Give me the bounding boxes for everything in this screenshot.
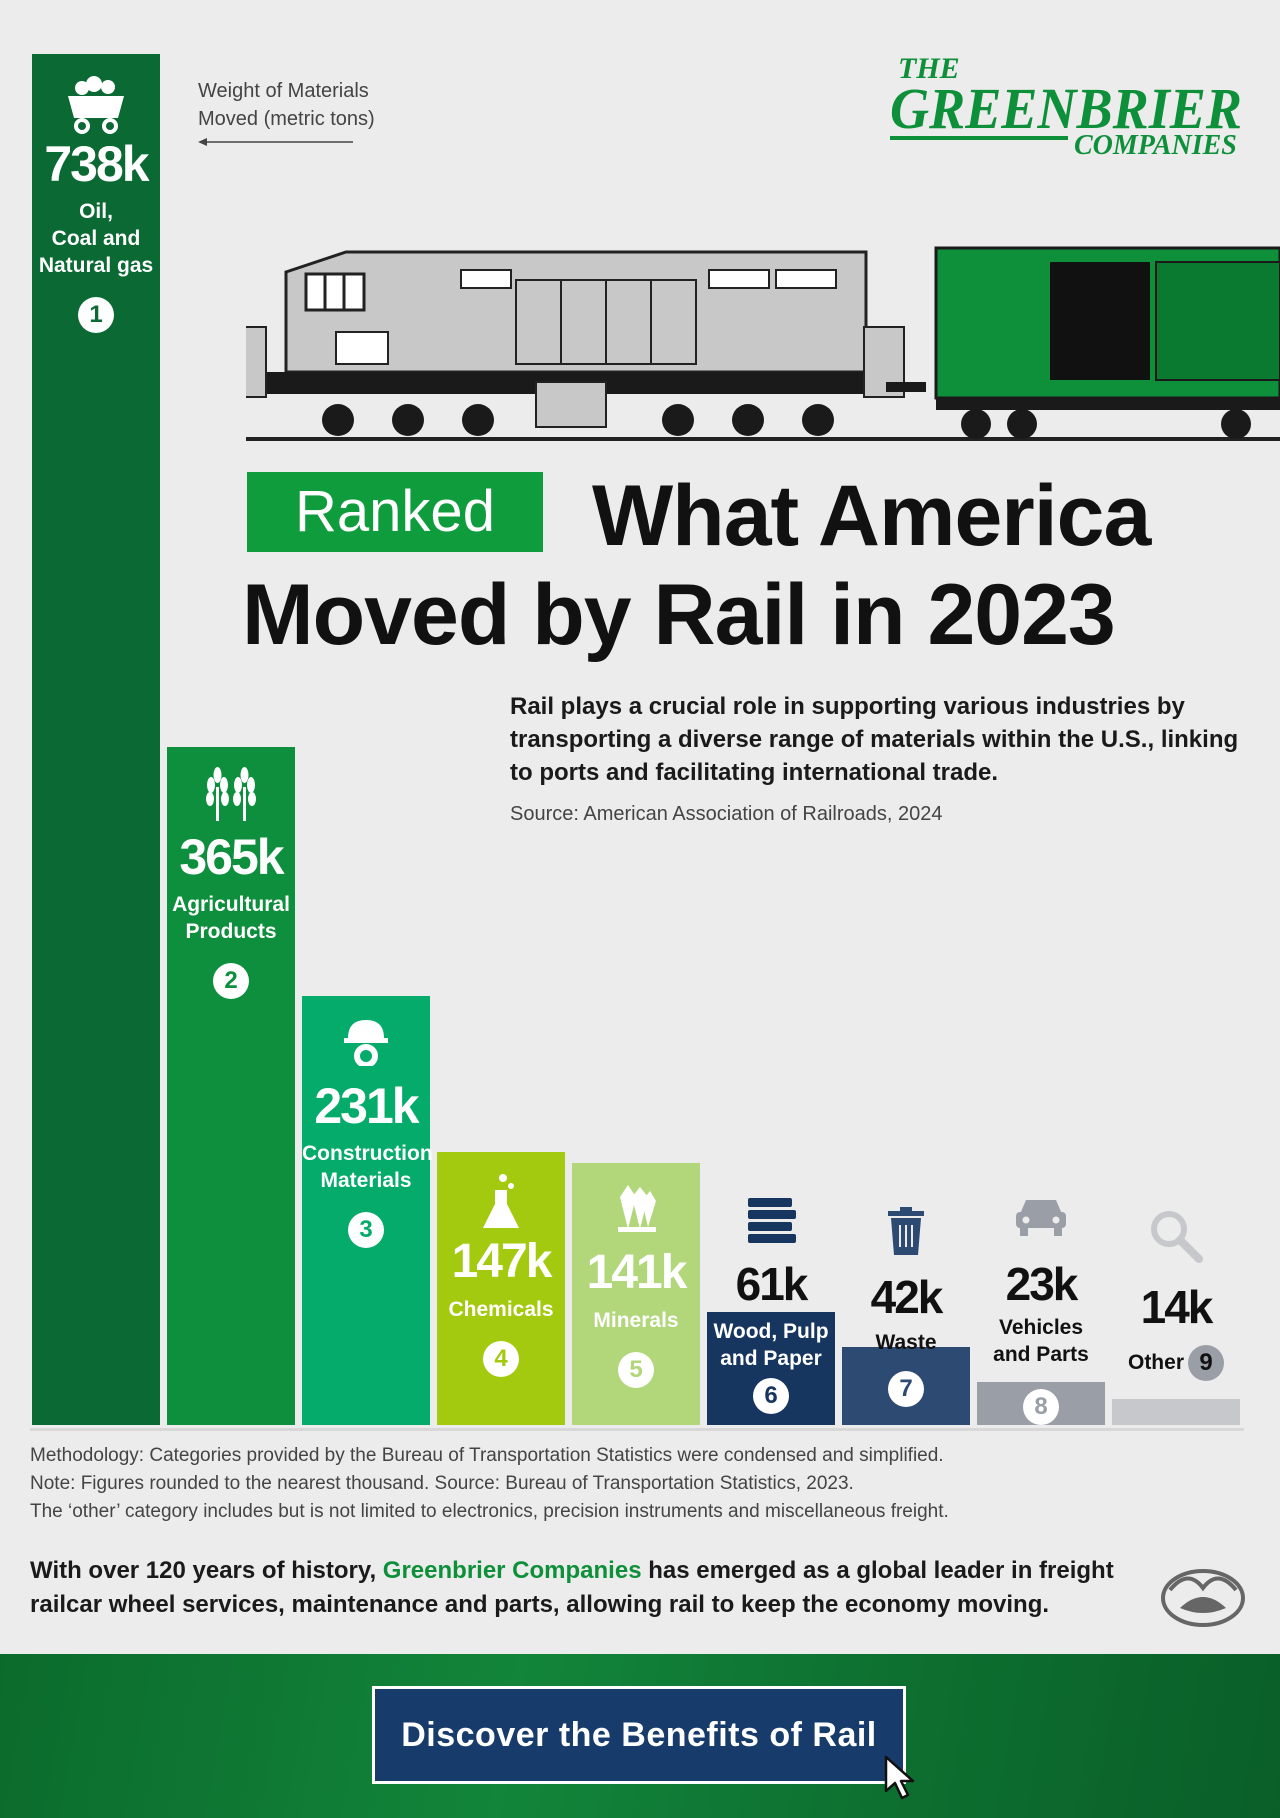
bar-category-label: Wood, Pulp and Paper <box>707 1318 835 1372</box>
methodology-notes: Methodology: Categories provided by the … <box>30 1442 1130 1526</box>
about-after: has emerged as a global leader in freigh… <box>30 1557 1114 1618</box>
bar-label-line: Wood, Pulp <box>713 1320 829 1343</box>
bar-2 <box>167 747 295 1425</box>
bar-label-line: Coal and <box>51 227 141 250</box>
bar-label-line: Products <box>185 920 277 943</box>
bar-value-label: 141k <box>586 1246 688 1299</box>
bar-value-label: 14k <box>1140 1281 1214 1333</box>
bar-label-line: Oil, <box>79 200 113 223</box>
rank-badge: 7 <box>888 1371 924 1407</box>
bar-value-label: 23k <box>1005 1258 1079 1310</box>
wheat-icon <box>201 767 261 828</box>
rank-badge: 5 <box>618 1352 654 1388</box>
bar-label-line: and Parts <box>993 1343 1089 1366</box>
magnifier-icon <box>1149 1209 1203 1268</box>
bar-label-line: and Paper <box>720 1347 822 1370</box>
page-title-line-2: Moved by Rail in 2023 <box>242 567 1116 663</box>
legend-line-2: Moved (metric tons) <box>198 108 375 130</box>
note-line-2: Note: Figures rounded to the nearest tho… <box>30 1473 854 1494</box>
bar-9 <box>1112 1399 1240 1425</box>
note-line-1: Methodology: Categories provided by the … <box>30 1445 944 1466</box>
bar-value-label: 365k <box>179 829 284 885</box>
bar-label-line: Construction <box>302 1142 433 1165</box>
bar-value-label: 61k <box>735 1258 809 1310</box>
note-line-3: The ‘other’ category includes but is not… <box>30 1501 949 1522</box>
bar-label-line: Other <box>1127 1351 1184 1374</box>
car-icon <box>1014 1194 1068 1243</box>
rank-badge: 4 <box>483 1341 519 1377</box>
bar-category-label: Waste <box>842 1329 970 1356</box>
trash-can-icon <box>886 1207 926 1260</box>
rank-badge: 8 <box>1023 1389 1059 1425</box>
hardhat-gear-icon <box>342 1016 390 1071</box>
bird-logo-icon <box>1161 1569 1245 1627</box>
logo-the: THE <box>898 52 960 85</box>
discover-benefits-button[interactable]: Discover the Benefits of Rail <box>372 1686 906 1784</box>
flask-icon <box>481 1172 521 1237</box>
coal-cart-icon <box>64 74 128 139</box>
rank-badge: 3 <box>348 1212 384 1248</box>
about-before: With over 120 years of history, <box>30 1557 383 1584</box>
chart-legend: Weight of Materials Moved (metric tons) <box>198 77 375 133</box>
logo-name: GREENBRIER <box>890 76 1242 141</box>
bar-category-label: Oil, Coal and Natural gas <box>32 198 160 279</box>
about-text: With over 120 years of history, Greenbri… <box>30 1554 1120 1622</box>
bar-category-label: Construction Materials <box>302 1140 433 1194</box>
rank-badge: 9 <box>1188 1345 1224 1381</box>
greenbrier-logo: THE GREENBRIER COMPANIES <box>890 52 1242 161</box>
chart-baseline <box>30 1428 1244 1431</box>
bar-value-label: 42k <box>870 1271 944 1323</box>
bar-label-line: Minerals <box>593 1309 679 1332</box>
left-arrow-icon <box>198 138 353 146</box>
about-highlight: Greenbrier Companies <box>382 1557 642 1584</box>
rank-badge: 2 <box>213 963 249 999</box>
bar-label-line: Waste <box>875 1331 937 1354</box>
bar-label-line: Natural gas <box>38 254 154 277</box>
bar-category-label: Other <box>1116 1349 1196 1376</box>
bar-category-label: Agricultural Products <box>167 891 295 945</box>
bar-value-label: 147k <box>451 1235 553 1288</box>
page-title-line-1: What America <box>592 468 1151 564</box>
bar-category-label: Chemicals <box>437 1296 565 1323</box>
bar-value-label: 231k <box>314 1078 419 1134</box>
bar-label-line: Agricultural <box>172 893 290 916</box>
rank-badge: 6 <box>753 1378 789 1414</box>
intro-source: Source: American Association of Railroad… <box>510 803 943 825</box>
bar-category-label: Vehicles and Parts <box>977 1314 1105 1368</box>
bar-value-label: 738k <box>44 136 149 192</box>
bar-label-line: Vehicles <box>998 1316 1084 1339</box>
bar-category-label: Minerals <box>572 1307 700 1334</box>
bar-label-line: Chemicals <box>448 1298 554 1321</box>
intro-text: Rail plays a crucial role in supporting … <box>510 693 1239 786</box>
ranked-badge: Ranked <box>247 472 543 552</box>
bar-label-line: Materials <box>320 1169 412 1192</box>
legend-line-1: Weight of Materials <box>198 80 369 102</box>
train-illustration <box>246 246 1280 441</box>
bar-3 <box>302 996 430 1425</box>
boxcar-icon <box>934 246 1280 439</box>
cursor-icon <box>884 1755 915 1800</box>
bar-1 <box>32 54 160 1425</box>
logo-companies: COMPANIES <box>1074 130 1237 161</box>
lumber-stack-icon <box>744 1194 798 1249</box>
crystal-icon <box>614 1183 658 1238</box>
locomotive-icon <box>246 250 926 436</box>
rank-badge: 1 <box>78 297 114 333</box>
